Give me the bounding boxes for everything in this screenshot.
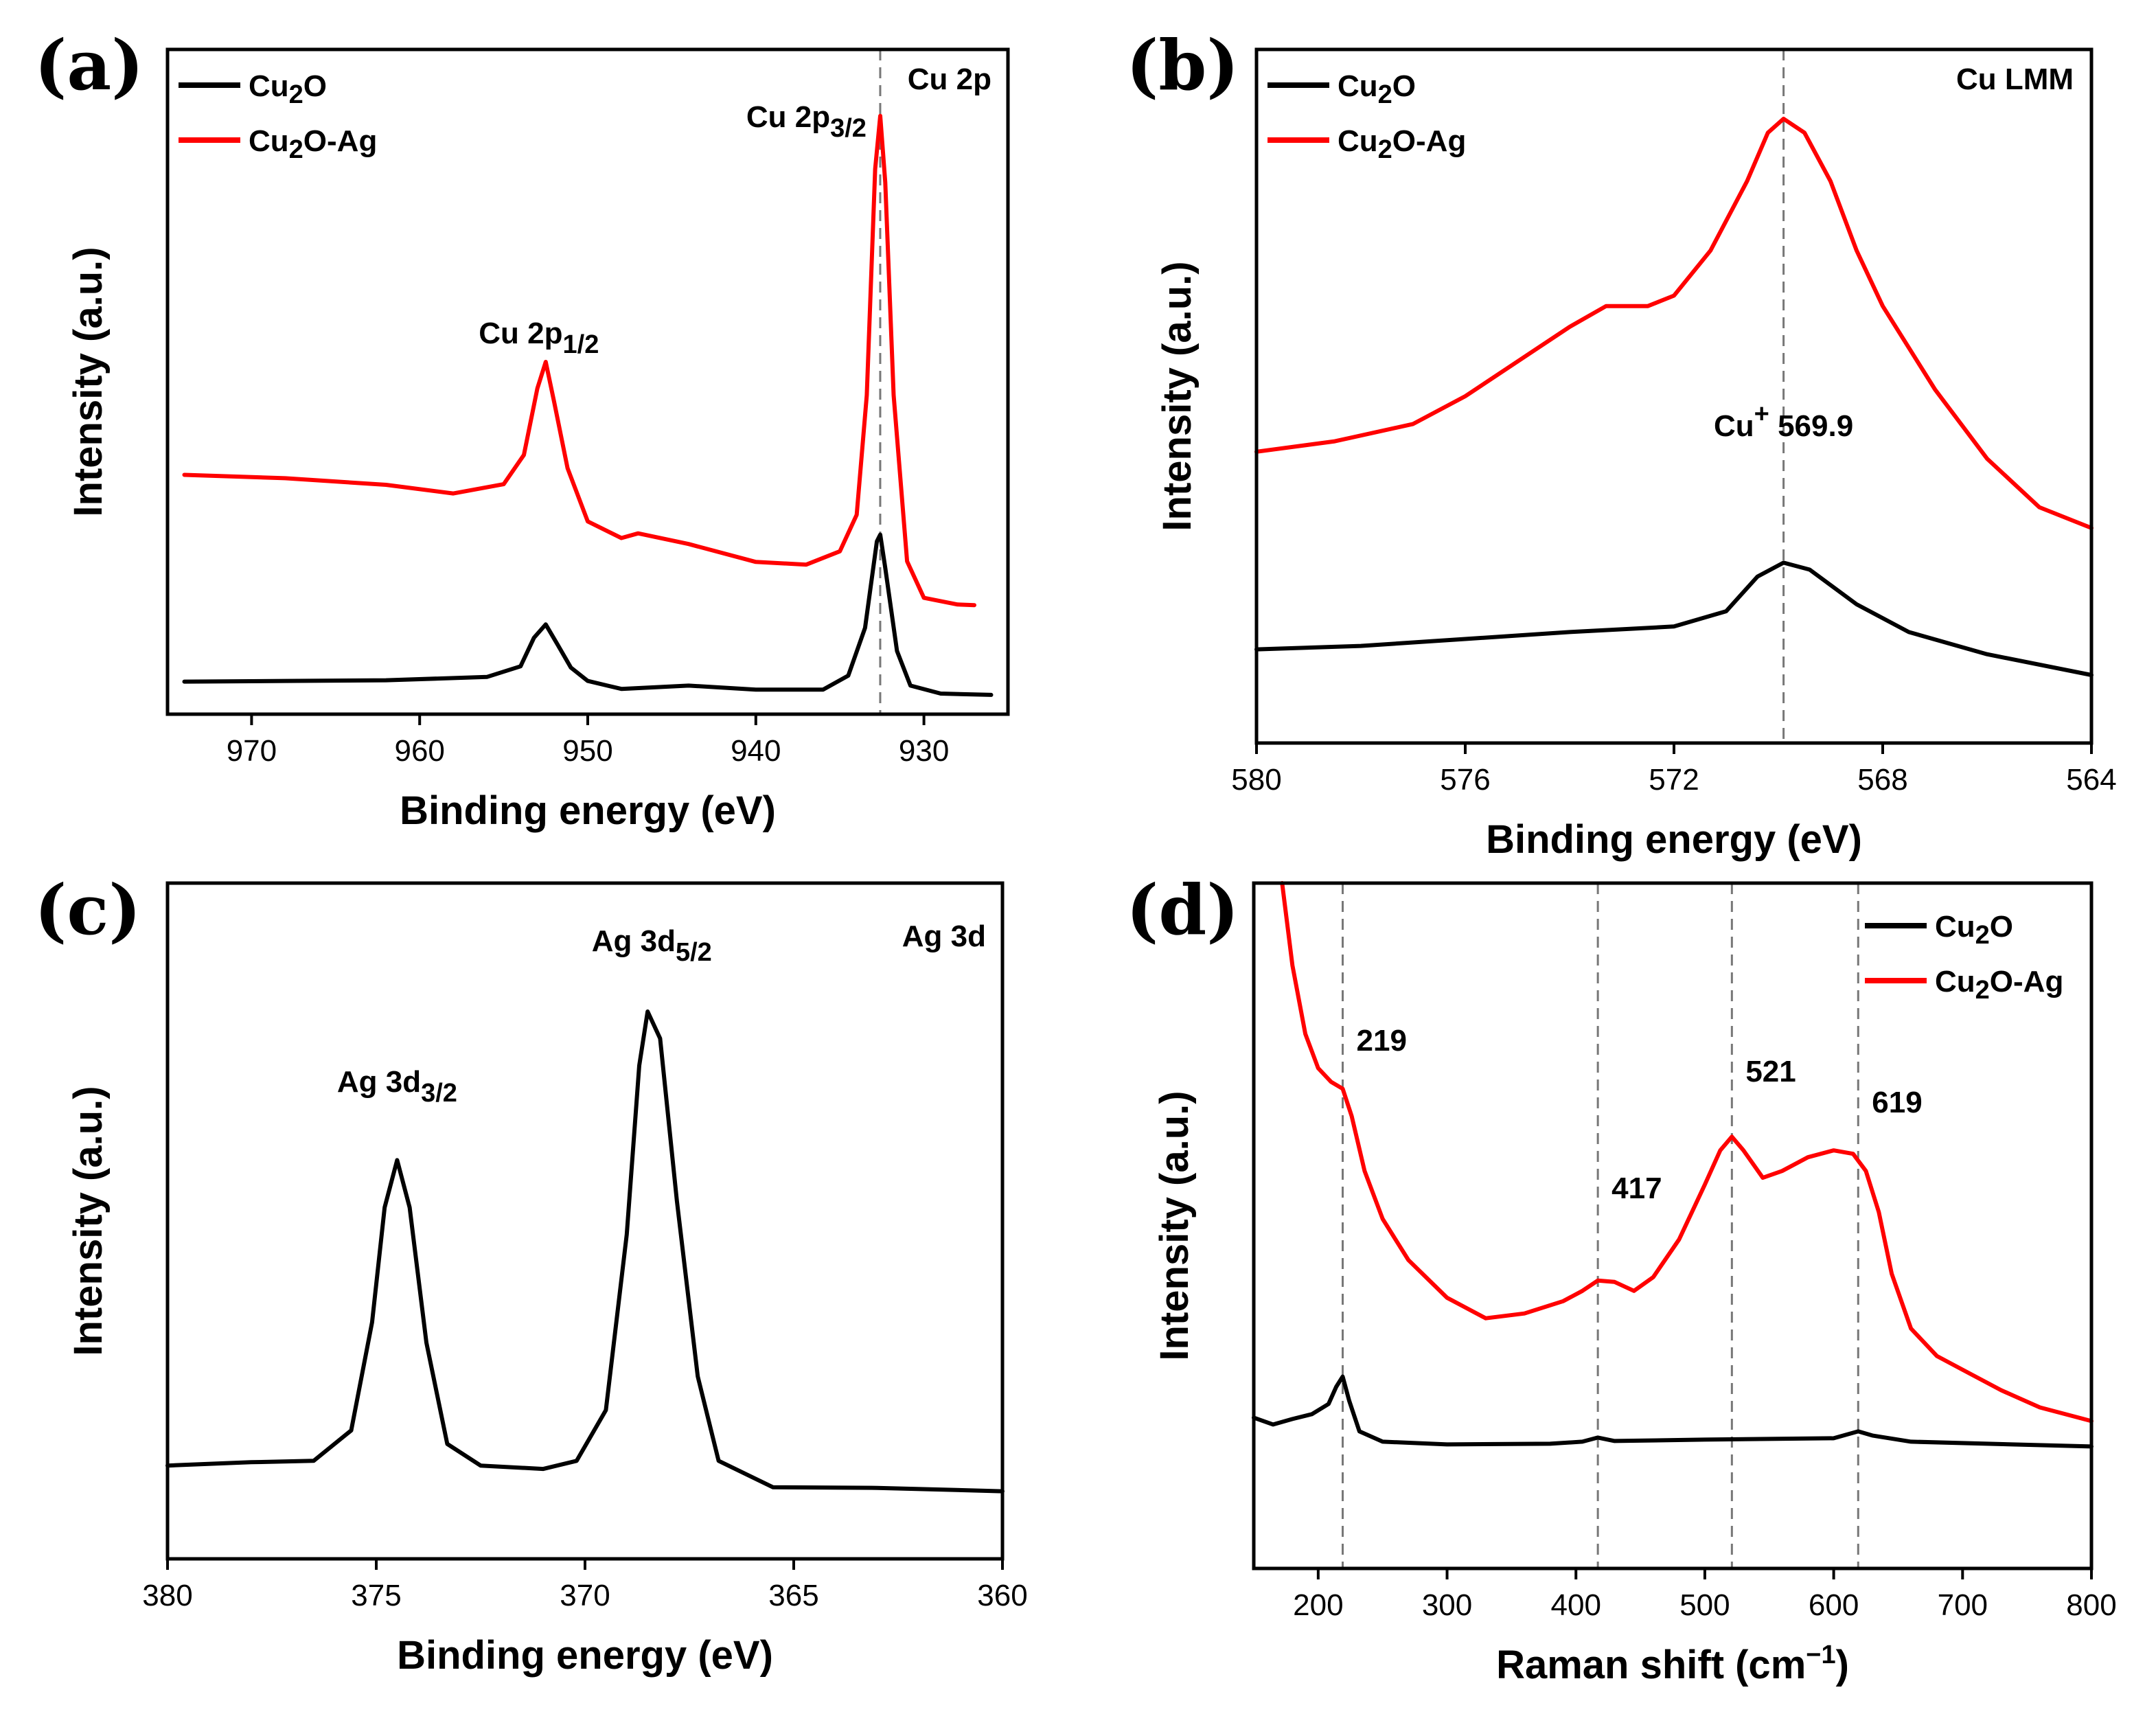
x-tick-label: 700: [1938, 1588, 1988, 1622]
peak-annotation: 619: [1872, 1086, 1922, 1119]
x-tick-label: 970: [227, 734, 277, 768]
peak-annotation: Cu+ 569.9: [1714, 400, 1853, 443]
legend-label: Cu2O: [1935, 910, 2013, 950]
x-tick-label: 568: [1857, 763, 1907, 797]
panel-b-xps-cu-lmm: (b) 580 576 572 568 564 Binding energy (eV) Int…: [1126, 25, 2117, 862]
panel-d-raman: (d) 200 300 400 500 600 700 800 Raman shift (cm−…: [1126, 869, 2117, 1687]
plot-frame: [165, 881, 1005, 1561]
region-label: Cu LMM: [1956, 62, 2074, 96]
x-axis-title: Raman shift (cm−1): [1496, 1641, 1849, 1687]
legend: Cu2O Cu2O-Ag: [1865, 910, 2063, 1005]
series-line-cu2o-ag: [182, 113, 976, 608]
peak-annotation: Cu 2p1/2: [479, 317, 599, 359]
legend-label: Cu2O-Ag: [249, 124, 377, 164]
peak-annotation: 417: [1611, 1172, 1662, 1205]
x-tick-label: 940: [731, 734, 781, 768]
series-line-cu2o-ag: [1280, 881, 2094, 1424]
y-axis-title: Intensity (a.u.): [1152, 1090, 1197, 1360]
x-tick-label: 950: [562, 734, 612, 768]
peak-annotation: 521: [1745, 1055, 1796, 1088]
series-line-cu2o: [1252, 1374, 2094, 1449]
x-tick-label: 600: [1809, 1588, 1859, 1622]
legend-label: Cu2O-Ag: [1935, 965, 2063, 1005]
panel-c-xps-ag3d: (c) 380 375 370 365 360 Binding energy (eV) Int…: [34, 869, 1028, 1678]
y-axis-title: Intensity (a.u.): [66, 247, 111, 516]
panel-a-xps-cu2p: (a) 970 960 950 940 930 Binding energy (eV) Int…: [34, 25, 1010, 833]
x-tick-label: 572: [1649, 763, 1699, 797]
x-tick-label: 200: [1293, 1588, 1343, 1622]
x-tick-label: 365: [768, 1579, 818, 1612]
region-label: Ag 3d: [902, 920, 986, 953]
y-axis-title: Intensity (a.u.): [66, 1086, 111, 1356]
peak-annotation: 219: [1357, 1024, 1407, 1058]
x-tick-label: 960: [394, 734, 444, 768]
x-tick-label: 400: [1551, 1588, 1601, 1622]
peak-annotation: Cu 2p3/2: [746, 100, 867, 143]
peak-annotation: Ag 3d5/2: [592, 924, 712, 967]
x-tick-label: 930: [899, 734, 949, 768]
legend-label: Cu2O-Ag: [1338, 124, 1466, 164]
panel-letter: (b): [1126, 25, 1239, 106]
legend-label: Cu2O: [1338, 69, 1416, 109]
x-axis-title: Binding energy (eV): [400, 788, 776, 833]
series-line-cu2o: [182, 532, 994, 697]
x-tick-label: 580: [1231, 763, 1281, 797]
panel-letter: (d): [1126, 869, 1239, 950]
series-line-ag3d: [165, 1009, 1005, 1494]
plot-frame: [1252, 881, 2094, 1571]
x-tick-label: 375: [351, 1579, 401, 1612]
region-label: Cu 2p: [908, 62, 991, 96]
x-tick-label: 564: [2066, 763, 2116, 797]
panel-letter: (c): [34, 869, 141, 950]
legend-label: Cu2O: [249, 69, 327, 109]
x-axis-title: Binding energy (eV): [397, 1633, 773, 1678]
x-tick-label: 800: [2066, 1588, 2116, 1622]
x-tick-label: 576: [1440, 763, 1490, 797]
x-tick-label: 380: [142, 1579, 192, 1612]
y-axis-title: Intensity (a.u.): [1155, 261, 1200, 531]
series-line-cu2o-ag: [1254, 117, 2094, 530]
x-axis-title: Binding energy (eV): [1486, 817, 1862, 862]
x-tick-label: 360: [977, 1579, 1027, 1612]
peak-annotation: Ag 3d3/2: [337, 1065, 457, 1108]
legend: Cu2O Cu2O-Ag: [1268, 69, 1466, 164]
legend: Cu2O Cu2O-Ag: [179, 69, 377, 164]
panel-letter: (a): [34, 25, 144, 106]
series-line-cu2o: [1254, 560, 2094, 677]
x-tick-label: 500: [1679, 1588, 1730, 1622]
x-tick-label: 300: [1422, 1588, 1472, 1622]
x-tick-label: 370: [560, 1579, 610, 1612]
